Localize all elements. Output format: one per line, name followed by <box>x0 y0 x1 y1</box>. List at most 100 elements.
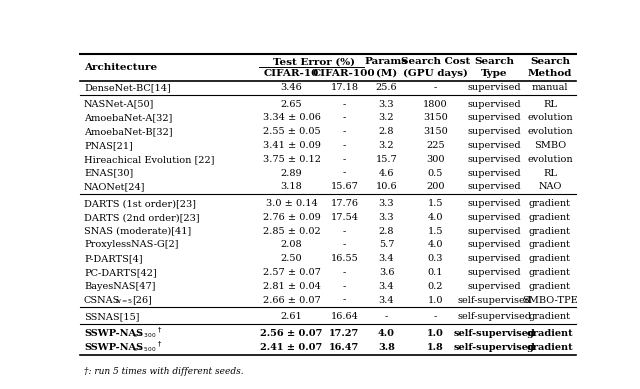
Text: 4.0: 4.0 <box>428 240 443 249</box>
Text: supervised: supervised <box>467 227 521 236</box>
Text: CIFAR-100: CIFAR-100 <box>313 68 376 78</box>
Text: 1.0: 1.0 <box>428 296 443 305</box>
Text: 5.7: 5.7 <box>379 240 394 249</box>
Text: NAO: NAO <box>538 182 562 191</box>
Text: 2.61: 2.61 <box>281 312 303 321</box>
Text: self-supervised: self-supervised <box>457 296 531 305</box>
Text: 3.4: 3.4 <box>379 254 394 263</box>
Text: 16.55: 16.55 <box>330 254 358 263</box>
Text: gradient: gradient <box>529 213 571 222</box>
Text: gradient: gradient <box>529 312 571 321</box>
Text: SNAS (moderate)[41]: SNAS (moderate)[41] <box>84 227 191 236</box>
Text: 3.34 ± 0.06: 3.34 ± 0.06 <box>262 114 321 123</box>
Text: supervised: supervised <box>467 182 521 191</box>
Text: Architecture: Architecture <box>84 63 157 72</box>
Text: PC-DARTS[42]: PC-DARTS[42] <box>84 268 157 277</box>
Text: 15.67: 15.67 <box>330 182 358 191</box>
Text: 3150: 3150 <box>423 114 448 123</box>
Text: 3.0 ± 0.14: 3.0 ± 0.14 <box>266 199 317 208</box>
Text: 2.8: 2.8 <box>379 227 394 236</box>
Text: gradient: gradient <box>527 329 573 338</box>
Text: 200: 200 <box>426 182 445 191</box>
Text: 17.76: 17.76 <box>330 199 358 208</box>
Text: supervised: supervised <box>467 268 521 277</box>
Text: -: - <box>385 312 388 321</box>
Text: PNAS[21]: PNAS[21] <box>84 141 133 150</box>
Text: 2.76 ± 0.09: 2.76 ± 0.09 <box>262 213 321 222</box>
Text: 4.0: 4.0 <box>428 213 443 222</box>
Text: Search
Method: Search Method <box>528 57 572 78</box>
Text: 2.50: 2.50 <box>281 254 302 263</box>
Text: 2.41 ± 0.07: 2.41 ± 0.07 <box>260 343 323 352</box>
Text: AmoebaNet-A[32]: AmoebaNet-A[32] <box>84 114 172 123</box>
Text: CIFAR-10: CIFAR-10 <box>264 68 319 78</box>
Text: gradient: gradient <box>529 240 571 249</box>
Text: 225: 225 <box>426 141 445 150</box>
Text: 2.8: 2.8 <box>379 127 394 136</box>
Text: gradient: gradient <box>529 227 571 236</box>
Text: CSNAS: CSNAS <box>84 296 120 305</box>
Text: 3.3: 3.3 <box>379 100 394 109</box>
Text: 3.8: 3.8 <box>378 343 395 352</box>
Text: 4.0: 4.0 <box>378 329 395 338</box>
Text: -: - <box>343 296 346 305</box>
Text: 3.75 ± 0.12: 3.75 ± 0.12 <box>262 155 321 164</box>
Text: RL: RL <box>543 100 557 109</box>
Text: 16.64: 16.64 <box>330 312 358 321</box>
Text: supervised: supervised <box>467 155 521 164</box>
Text: gradient: gradient <box>527 343 573 352</box>
Text: SSNAS[15]: SSNAS[15] <box>84 312 140 321</box>
Text: supervised: supervised <box>467 100 521 109</box>
Text: 0.3: 0.3 <box>428 254 443 263</box>
Text: supervised: supervised <box>467 168 521 178</box>
Text: -: - <box>434 83 437 92</box>
Text: 2.55 ± 0.05: 2.55 ± 0.05 <box>263 127 321 136</box>
Text: SMBO-TPE: SMBO-TPE <box>522 296 578 305</box>
Text: AmoebaNet-B[32]: AmoebaNet-B[32] <box>84 127 173 136</box>
Text: 1800: 1800 <box>423 100 448 109</box>
Text: supervised: supervised <box>467 282 521 291</box>
Text: supervised: supervised <box>467 199 521 208</box>
Text: NASNet-A[50]: NASNet-A[50] <box>84 100 154 109</box>
Text: $_{N=5}$: $_{N=5}$ <box>115 297 132 307</box>
Text: 2.56 ± 0.07: 2.56 ± 0.07 <box>260 329 323 338</box>
Text: supervised: supervised <box>467 141 521 150</box>
Text: ProxylessNAS-G[2]: ProxylessNAS-G[2] <box>84 240 179 249</box>
Text: 17.27: 17.27 <box>329 329 360 338</box>
Text: 3.46: 3.46 <box>281 83 303 92</box>
Text: $^\dagger$: $^\dagger$ <box>156 343 163 352</box>
Text: -: - <box>343 282 346 291</box>
Text: ENAS[30]: ENAS[30] <box>84 168 133 178</box>
Text: -: - <box>343 240 346 249</box>
Text: evolution: evolution <box>527 127 573 136</box>
Text: -: - <box>434 312 437 321</box>
Text: $_{e=300}$: $_{e=300}$ <box>132 331 156 340</box>
Text: -: - <box>343 100 346 109</box>
Text: Test Error (%): Test Error (%) <box>273 57 355 66</box>
Text: evolution: evolution <box>527 114 573 123</box>
Text: supervised: supervised <box>467 240 521 249</box>
Text: Params
(M): Params (M) <box>365 57 408 78</box>
Text: Search Cost
(GPU days): Search Cost (GPU days) <box>401 57 470 78</box>
Text: 15.7: 15.7 <box>376 155 397 164</box>
Text: RL: RL <box>543 168 557 178</box>
Text: 3.4: 3.4 <box>379 296 394 305</box>
Text: manual: manual <box>532 83 568 92</box>
Text: 3.2: 3.2 <box>379 114 394 123</box>
Text: 2.81 ± 0.04: 2.81 ± 0.04 <box>262 282 321 291</box>
Text: Search
Type: Search Type <box>474 57 514 78</box>
Text: DARTS (2nd order)[23]: DARTS (2nd order)[23] <box>84 213 200 222</box>
Text: 16.47: 16.47 <box>329 343 360 352</box>
Text: evolution: evolution <box>527 155 573 164</box>
Text: 3.4: 3.4 <box>379 282 394 291</box>
Text: -: - <box>343 155 346 164</box>
Text: supervised: supervised <box>467 83 521 92</box>
Text: -: - <box>343 268 346 277</box>
Text: gradient: gradient <box>529 254 571 263</box>
Text: 1.5: 1.5 <box>428 227 443 236</box>
Text: -: - <box>343 227 346 236</box>
Text: 0.5: 0.5 <box>428 168 443 178</box>
Text: gradient: gradient <box>529 268 571 277</box>
Text: gradient: gradient <box>529 199 571 208</box>
Text: 25.6: 25.6 <box>376 83 397 92</box>
